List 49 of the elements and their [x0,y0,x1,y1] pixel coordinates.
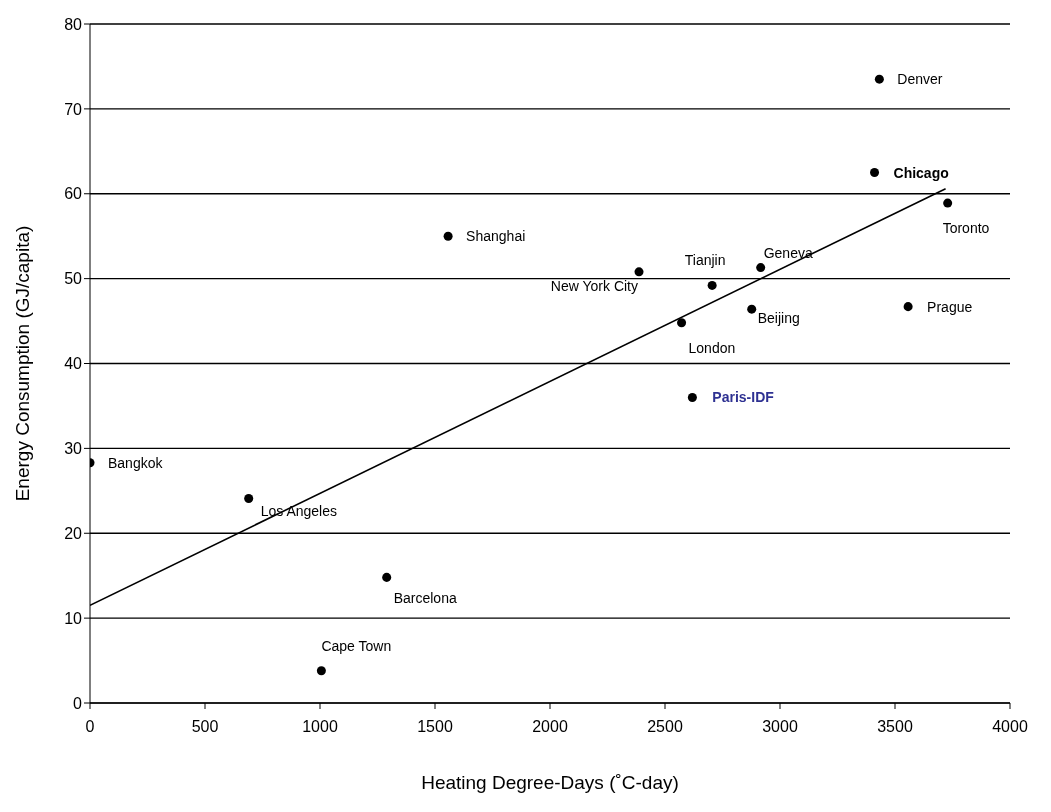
x-tick-label: 1500 [417,718,453,736]
annotation: Beijing [757,310,800,327]
point [874,74,884,84]
point [316,666,326,676]
annotation: Barcelona [393,590,457,607]
point [756,263,766,273]
point [903,302,913,312]
annotation: London [688,339,736,356]
annotation: Denver [897,71,943,88]
x-axis-title: Heating Degree-Days (˚C-day) [421,772,679,793]
point [443,231,453,241]
x-tick-label: 3000 [762,718,798,736]
y-tick-label: 50 [64,270,83,288]
x-tick-label: 500 [191,718,219,736]
annotation: Toronto [942,220,990,237]
annotation: Bangkok [108,454,164,471]
point [634,267,644,277]
annotation: Chicago [893,164,949,181]
point [747,304,757,314]
y-tick-label: 30 [64,440,83,458]
point [382,572,392,582]
annotation: Los Angeles [260,503,337,520]
annotation: Geneva [763,244,813,261]
annotation: Tianjin [684,252,726,269]
y-tick-label: 10 [64,609,83,627]
annotation: Cape Town [321,637,392,654]
y-tick-label: 80 [64,15,83,33]
x-tick-label: 4000 [992,718,1028,736]
point [707,280,717,290]
x-tick-label: 0 [85,718,95,736]
point [870,168,880,178]
x-tick-label: 2500 [647,718,683,736]
annotation: Shanghai [466,228,526,245]
point [943,198,953,208]
x-tick-label: 3500 [877,718,913,736]
annotation: New York City [550,277,639,294]
annotation: Paris-IDF [712,389,775,406]
y-tick-label: 40 [64,355,83,373]
y-tick-label: 70 [64,100,83,118]
x-tick-label: 2000 [532,718,568,736]
y-tick-label: 60 [64,185,83,203]
point [677,318,687,328]
y-tick-label: 20 [64,524,83,542]
point [687,392,697,402]
point [244,493,254,503]
x-tick-label: 1000 [302,718,338,736]
annotation: Prague [927,298,973,315]
y-tick-label: 0 [73,694,83,712]
y-axis-title: Energy Consumption (GJ/capita) [11,225,33,502]
